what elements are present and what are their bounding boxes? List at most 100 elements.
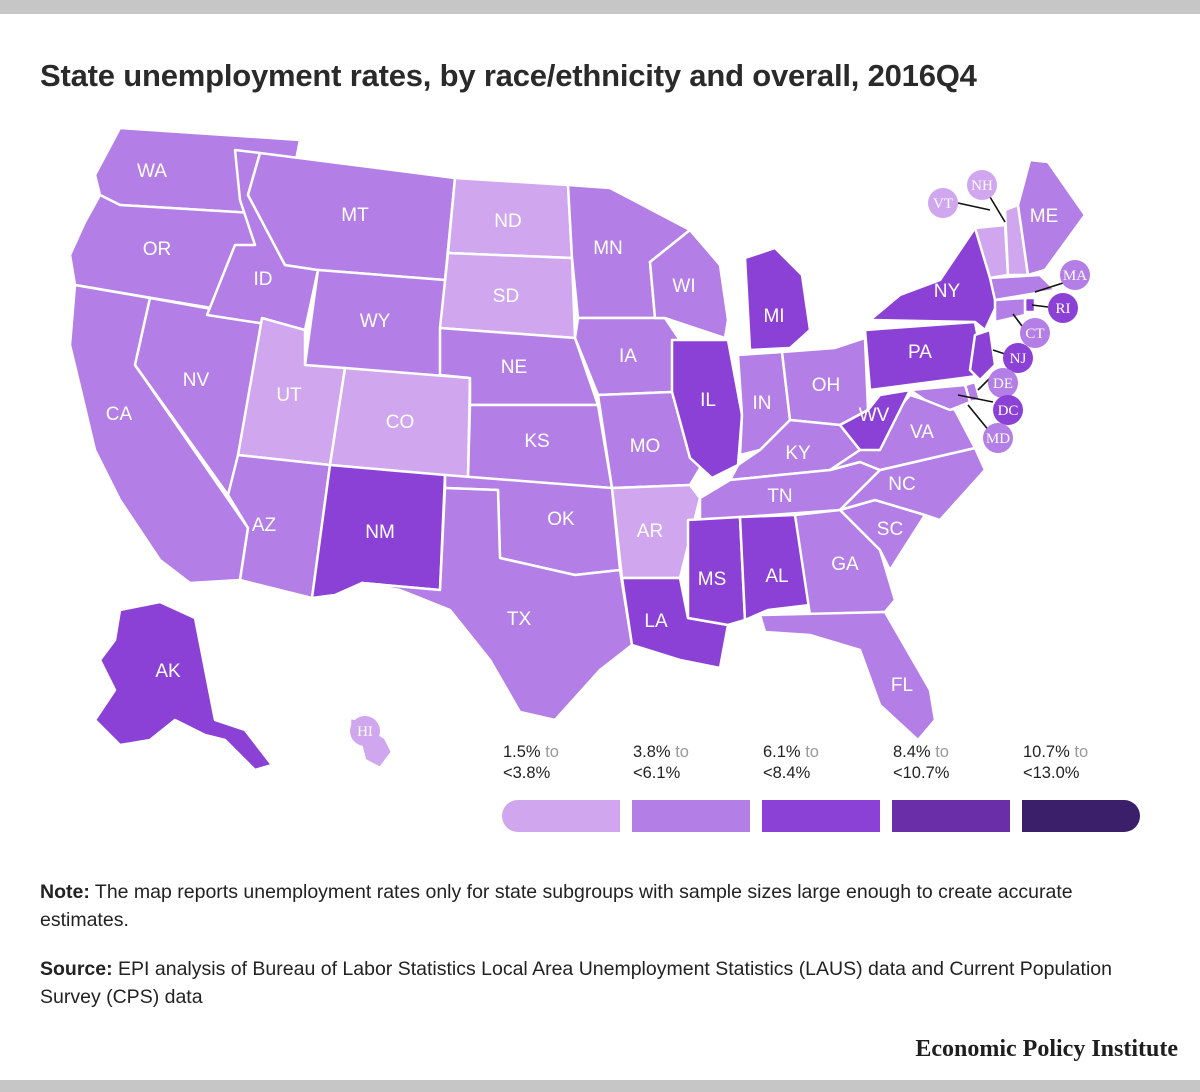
label-WV: WV: [859, 405, 890, 426]
leader-NJ: [992, 349, 1006, 355]
legend-swatches: [502, 800, 1140, 832]
leader-NH: [989, 196, 1006, 223]
legend-swatch-4: [892, 800, 1010, 832]
label-MO: MO: [630, 436, 661, 457]
epi-logo-text: Economic Policy Institute: [915, 1036, 1178, 1062]
label-PA: PA: [908, 342, 932, 363]
callout-label-DC: DC: [998, 403, 1019, 419]
leader-RI: [1031, 304, 1049, 308]
chart-title: State unemployment rates, by race/ethnic…: [40, 58, 977, 93]
callout-MD[interactable]: [983, 423, 1013, 453]
label-CO: CO: [386, 412, 415, 433]
label-MT: MT: [341, 205, 369, 226]
leader-CT: [1012, 313, 1023, 327]
label-KY: KY: [785, 443, 811, 464]
label-CA: CA: [106, 404, 133, 425]
label-OH: OH: [812, 375, 841, 396]
state-AL[interactable]: [738, 513, 812, 622]
legend-label-3: 6.1% to <8.4%: [763, 743, 819, 782]
state-CT[interactable]: [993, 296, 1027, 324]
legend-label-4: 8.4% to <10.7%: [893, 743, 950, 782]
callout-RI[interactable]: [1048, 293, 1078, 323]
label-TX: TX: [507, 609, 532, 630]
label-AR: AR: [637, 521, 663, 542]
legend-label-1: 1.5% to <3.8%: [503, 743, 559, 782]
label-NC: NC: [888, 474, 915, 495]
label-AK: AK: [155, 661, 181, 682]
label-OK: OK: [547, 509, 575, 530]
legend-swatch-5: [1022, 800, 1140, 832]
callout-DC[interactable]: [993, 395, 1023, 425]
label-WY: WY: [360, 311, 391, 332]
callout-label-DE: DE: [993, 376, 1013, 392]
state-MA[interactable]: [988, 273, 1057, 302]
callout-HI[interactable]: [350, 716, 380, 746]
callout-DE[interactable]: [988, 368, 1018, 398]
label-NY: NY: [934, 281, 961, 302]
label-WA: WA: [137, 161, 167, 182]
label-MN: MN: [593, 238, 623, 259]
label-ND: ND: [494, 211, 521, 232]
callout-label-HI: HI: [357, 724, 373, 740]
state-FL[interactable]: [758, 610, 937, 742]
note-text: Note: The map reports unemployment rates…: [40, 881, 1073, 931]
callout-NJ[interactable]: [1003, 343, 1033, 373]
callout-label-MA: MA: [1063, 268, 1087, 284]
state-WI[interactable]: [648, 228, 730, 340]
state-labels: WA OR CA NV ID MT WY UT CO AZ NM ND SD N…: [106, 161, 1058, 696]
label-AZ: AZ: [252, 515, 277, 536]
top-border-bar: [0, 0, 1200, 14]
callout-MA[interactable]: [1060, 260, 1090, 290]
state-MD[interactable]: [908, 383, 972, 412]
label-LA: LA: [644, 611, 668, 632]
state-MS[interactable]: [686, 515, 747, 627]
label-MS: MS: [698, 569, 727, 590]
leader-DC: [957, 394, 994, 403]
callout-label-NJ: NJ: [1010, 351, 1027, 367]
label-ME: ME: [1030, 206, 1059, 227]
legend-swatch-1: [502, 800, 620, 832]
state-LA[interactable]: [620, 576, 730, 670]
callout-VT[interactable]: [928, 188, 958, 218]
label-NV: NV: [183, 370, 210, 391]
leader-DE: [977, 377, 991, 391]
bottom-border-bar: [0, 1080, 1200, 1092]
label-SC: SC: [877, 519, 903, 540]
label-IL: IL: [700, 390, 716, 411]
label-GA: GA: [831, 554, 859, 575]
callout-label-RI: RI: [1056, 301, 1071, 317]
label-OR: OR: [143, 239, 172, 260]
legend-swatch-3: [762, 800, 880, 832]
legend-label-5: 10.7% to <13.0%: [1023, 743, 1089, 782]
callout-CT[interactable]: [1020, 318, 1050, 348]
callout-label-CT: CT: [1025, 326, 1044, 342]
callout-circles: VT NH MA RI CT NJ DE DC MD HI: [350, 170, 1090, 746]
label-IN: IN: [753, 393, 772, 414]
label-UT: UT: [276, 385, 302, 406]
label-ID: ID: [254, 269, 273, 290]
state-IL[interactable]: [670, 338, 744, 480]
source-text: Source: EPI analysis of Bureau of Labor …: [40, 958, 1112, 1008]
state-WV[interactable]: [838, 388, 912, 452]
label-KS: KS: [524, 431, 549, 452]
legend-swatch-2: [632, 800, 750, 832]
label-FL: FL: [891, 675, 913, 696]
state-NJ[interactable]: [968, 328, 997, 382]
label-MI: MI: [763, 306, 784, 327]
state-AK[interactable]: [93, 600, 274, 772]
state-TX[interactable]: [360, 486, 634, 722]
legend-label-2: 3.8% to <6.1%: [633, 743, 689, 782]
callout-NH[interactable]: [967, 170, 997, 200]
callout-label-NH: NH: [971, 178, 993, 194]
leader-MA: [1034, 282, 1064, 293]
callout-label-MD: MD: [986, 431, 1010, 447]
label-VA: VA: [910, 422, 934, 443]
label-IA: IA: [619, 346, 637, 367]
callout-label-VT: VT: [933, 196, 953, 212]
leader-VT: [957, 202, 991, 211]
leader-MD: [967, 404, 991, 433]
state-MI[interactable]: [743, 246, 812, 352]
callout-leaders: [957, 196, 1064, 433]
label-WI: WI: [672, 276, 695, 297]
